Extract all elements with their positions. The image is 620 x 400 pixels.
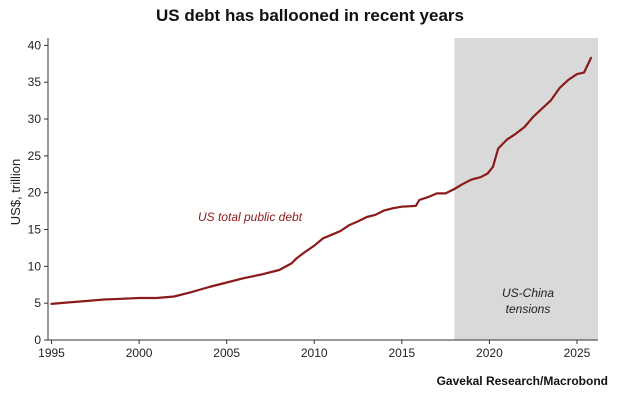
x-tick-label: 2005 bbox=[213, 346, 240, 360]
series-lines bbox=[50, 56, 593, 305]
series-label: US total public debt bbox=[198, 210, 303, 224]
y-tick-label: 25 bbox=[28, 149, 42, 163]
y-tick-label: 20 bbox=[28, 186, 42, 200]
x-tick-label: 2015 bbox=[388, 346, 415, 360]
y-tick-label: 30 bbox=[28, 112, 42, 126]
y-axis-title: US$, trillion bbox=[8, 159, 23, 225]
shaded-region-rect bbox=[454, 38, 598, 340]
shaded-region bbox=[454, 38, 598, 340]
y-tick-label: 10 bbox=[28, 259, 42, 273]
y-tick-label: 5 bbox=[34, 296, 41, 310]
shaded-region-label-line1: US-China bbox=[502, 286, 554, 300]
y-tick-label: 35 bbox=[28, 75, 42, 89]
x-tick-label: 2025 bbox=[564, 346, 591, 360]
chart-title: US debt has ballooned in recent years bbox=[156, 6, 464, 25]
x-axis: 1995 2000 2005 2010 2015 2020 2025 bbox=[38, 340, 591, 360]
shaded-region-label-line2: tensions bbox=[506, 302, 551, 316]
x-tick-label: 1995 bbox=[38, 346, 65, 360]
source-note: Gavekal Research/Macrobond bbox=[436, 374, 608, 388]
plot-frame bbox=[47, 38, 598, 341]
x-tick-label: 2020 bbox=[476, 346, 503, 360]
y-tick-label: 0 bbox=[34, 333, 41, 347]
series-line bbox=[50, 56, 593, 305]
y-tick-label: 40 bbox=[28, 38, 42, 52]
x-tick-label: 2010 bbox=[301, 346, 328, 360]
x-tick-label: 2000 bbox=[126, 346, 153, 360]
y-axis: 0 5 10 15 20 25 30 35 40 bbox=[28, 38, 48, 347]
y-tick-label: 15 bbox=[28, 223, 42, 237]
